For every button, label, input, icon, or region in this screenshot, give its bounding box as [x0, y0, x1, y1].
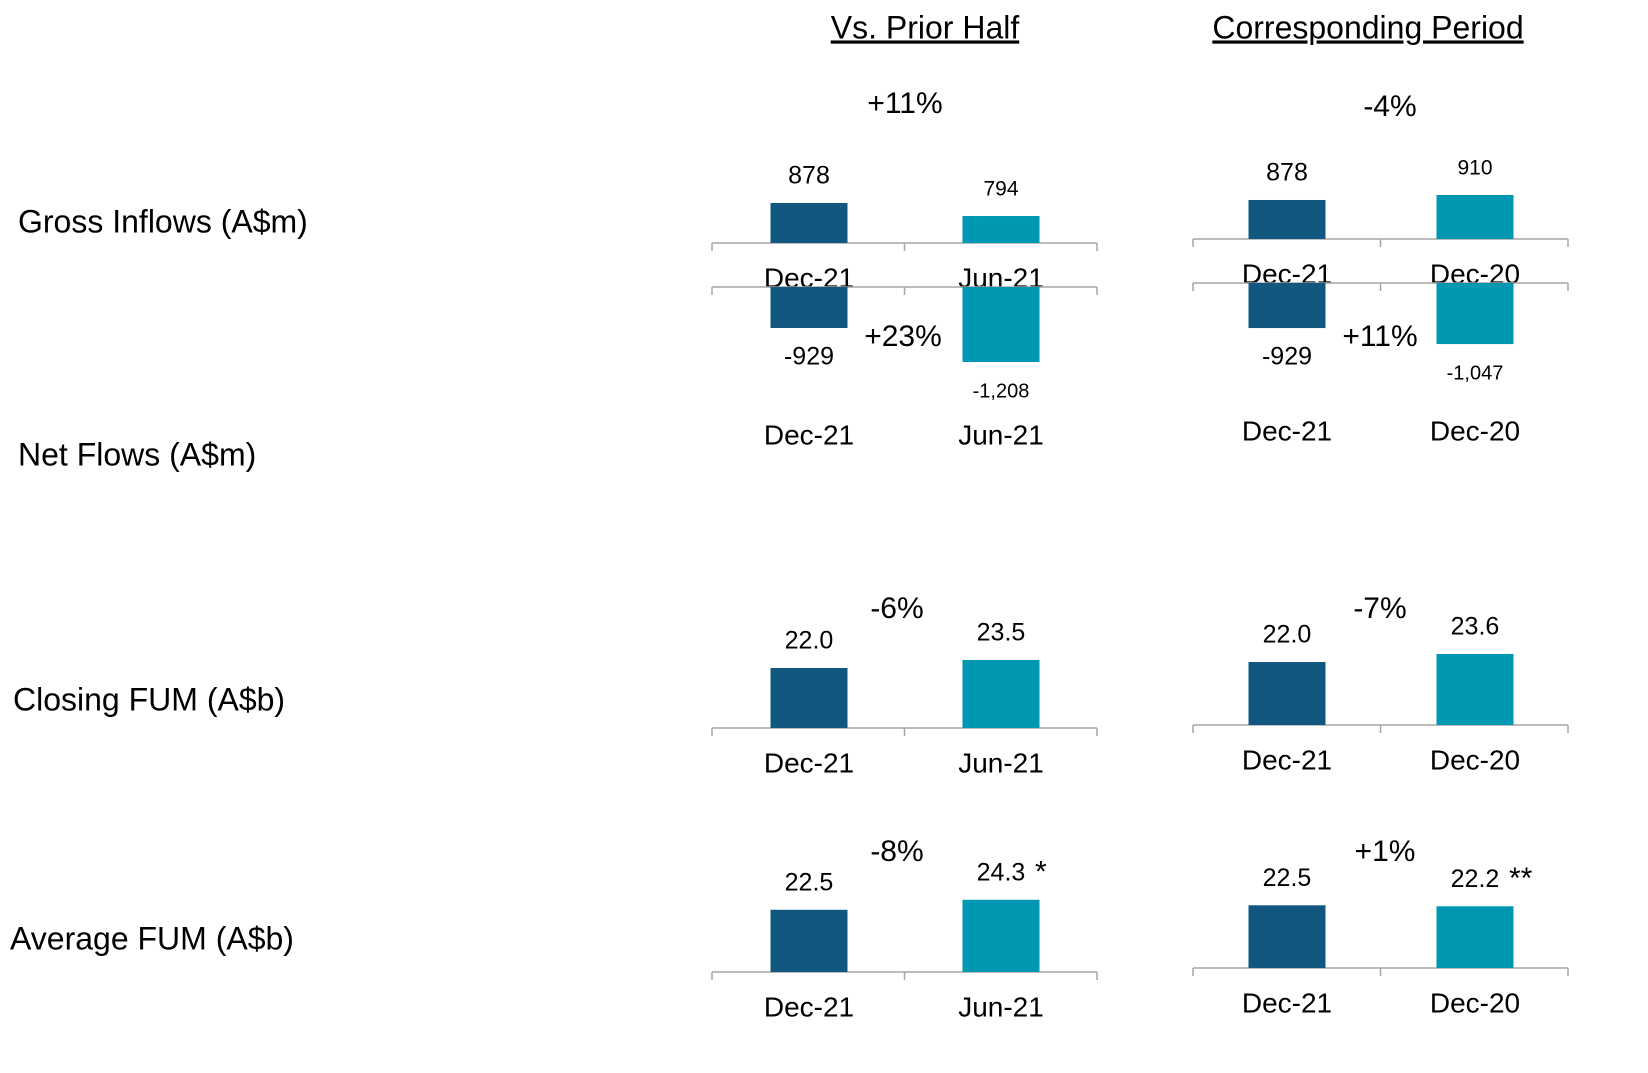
x-tick-label: Dec-21 [1242, 744, 1332, 775]
x-tick-label: Dec-20 [1430, 744, 1520, 775]
change-label: -8% [870, 835, 923, 868]
value-label: 22.2 [1451, 865, 1500, 893]
bar [962, 216, 1040, 243]
value-label: 22.5 [1263, 864, 1312, 892]
x-tick-label: Dec-21 [764, 747, 854, 778]
bar [1248, 199, 1326, 239]
bar [962, 660, 1040, 728]
value-label: 22.0 [785, 627, 834, 655]
bar [962, 287, 1040, 362]
bar [1248, 905, 1326, 968]
bar [1436, 654, 1514, 725]
bar [962, 899, 1040, 972]
column-header: Corresponding Period [1212, 9, 1523, 45]
change-label: +11% [1342, 320, 1417, 353]
change-label: -7% [1353, 592, 1406, 625]
value-note: * [1035, 856, 1047, 889]
value-label: 22.0 [1263, 621, 1312, 649]
x-tick-label: Dec-21 [1242, 415, 1332, 446]
row-label: Gross Inflows (A$m) [18, 203, 308, 239]
value-label: 24.3 [977, 858, 1026, 886]
value-label: 878 [1266, 159, 1308, 187]
value-label: 794 [983, 178, 1018, 201]
x-tick-label: Jun-21 [958, 419, 1044, 450]
bar [770, 287, 848, 328]
column-header: Vs. Prior Half [831, 9, 1020, 45]
bar [1248, 283, 1326, 329]
bar [1248, 662, 1326, 725]
value-label: 23.5 [977, 619, 1026, 647]
bar [770, 203, 848, 243]
bar [1436, 283, 1514, 345]
bar [770, 909, 848, 972]
change-label: -4% [1363, 90, 1416, 123]
value-label: 22.5 [785, 868, 834, 896]
value-label: 910 [1457, 157, 1492, 180]
value-label: 878 [788, 162, 830, 190]
change-label: +11% [867, 87, 942, 120]
bar [1436, 906, 1514, 968]
x-tick-label: Dec-21 [1242, 987, 1332, 1018]
value-label: 23.6 [1451, 613, 1500, 641]
value-label: -929 [1262, 343, 1312, 371]
x-tick-label: Dec-20 [1430, 415, 1520, 446]
change-label: -6% [870, 592, 923, 625]
x-tick-label: Jun-21 [958, 747, 1044, 778]
value-note: ** [1509, 862, 1533, 895]
bar [770, 668, 848, 728]
bar [1436, 195, 1514, 239]
row-label: Average FUM (A$b) [10, 920, 294, 956]
change-label: +1% [1355, 835, 1416, 868]
change-label: +23% [864, 320, 942, 353]
value-label: -929 [784, 343, 834, 371]
row-label: Closing FUM (A$b) [13, 681, 285, 717]
x-tick-label: Dec-20 [1430, 987, 1520, 1018]
value-label: -1,208 [973, 380, 1030, 402]
x-tick-label: Jun-21 [958, 991, 1044, 1022]
row-label: Net Flows (A$m) [18, 436, 256, 472]
x-tick-label: Dec-21 [764, 991, 854, 1022]
value-label: -1,047 [1447, 362, 1504, 384]
x-tick-label: Dec-21 [764, 419, 854, 450]
